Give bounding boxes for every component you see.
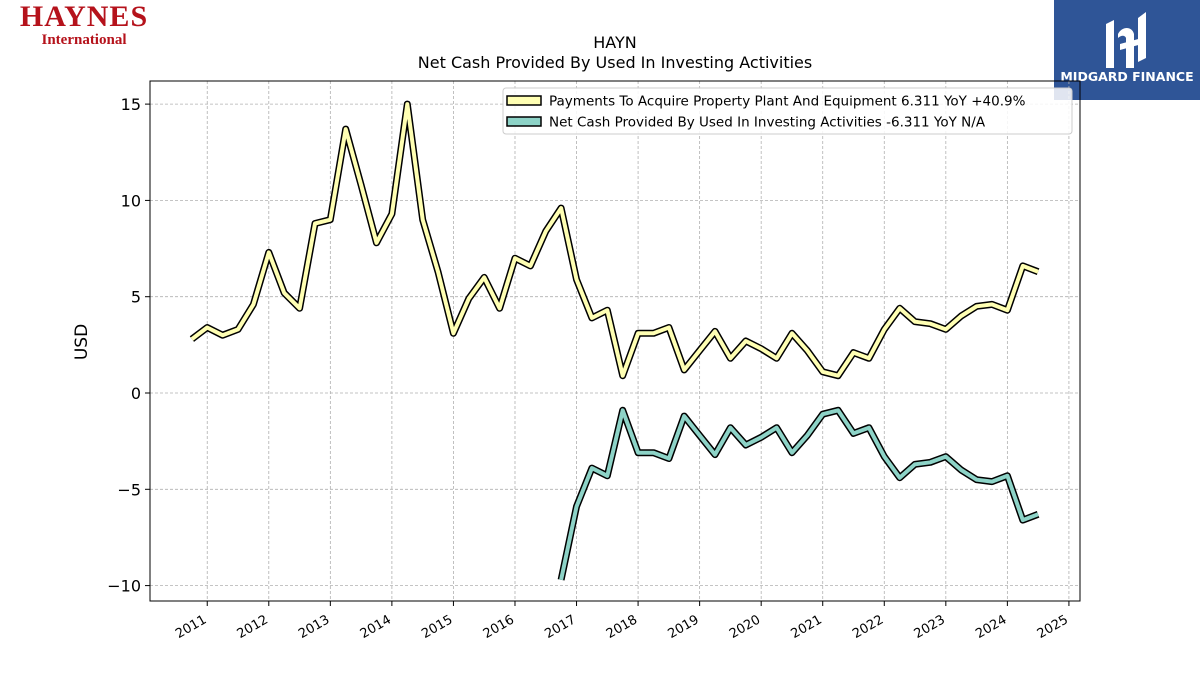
legend-label: Payments To Acquire Property Plant And E… [549,94,1026,110]
publisher-logo: MIDGARD FINANCE [1054,0,1200,100]
publisher-mark-icon [1106,12,1146,68]
series-lines [189,100,1040,581]
y-tick-label: 5 [131,288,141,307]
grid [150,81,1080,601]
publisher-logo-name: MIDGARD FINANCE [1060,69,1194,84]
x-tick-label: 2011 [173,612,209,642]
legend: Payments To Acquire Property Plant And E… [502,87,1073,135]
legend-swatch [506,116,542,127]
x-tick-label: 2019 [665,612,701,642]
series-stroke [190,102,1039,378]
y-tick-label: −5 [117,480,141,499]
x-axis: 2011 2012 2013 2014 2015 2016 2017 2018 2019 2020… [173,601,1071,642]
chart-subtitle: Net Cash Provided By Used In Investing A… [418,53,812,72]
x-tick-label: 2017 [542,612,578,642]
legend-label: Net Cash Provided By Used In Investing A… [549,115,986,131]
y-tick-label: 0 [131,384,141,403]
x-tick-label: 2022 [850,612,886,642]
x-tick-label: 2021 [789,612,825,642]
x-tick-label: 2012 [235,612,271,642]
x-tick-label: 2020 [727,612,763,642]
x-tick-label: 2015 [419,612,455,642]
y-axis-label: USD [72,324,92,360]
plot-frame [149,80,1081,602]
series-stroke [559,408,1039,581]
series-2-line [557,406,1040,581]
y-tick-label: 15 [121,95,141,114]
y-axis: −10 −5 0 5 10 15 [107,95,150,596]
x-tick-label: 2018 [604,612,640,642]
legend-box [502,87,1073,135]
x-tick-label: 2014 [358,612,394,642]
x-tick-label: 2016 [481,612,517,642]
y-tick-label: 10 [121,191,141,210]
x-tick-label: 2024 [973,612,1009,642]
x-tick-label: 2013 [296,612,332,642]
series-1-line [189,100,1040,380]
x-tick-label: 2025 [1035,612,1071,642]
legend-swatch [506,95,542,106]
y-tick-label: −10 [107,577,141,596]
company-logo-subtitle: International [41,32,127,48]
chart-title: HAYN [593,33,636,52]
company-logo-name: HAYNES [19,0,149,33]
company-logo: HAYNES International [4,2,164,48]
x-tick-label: 2023 [912,612,948,642]
